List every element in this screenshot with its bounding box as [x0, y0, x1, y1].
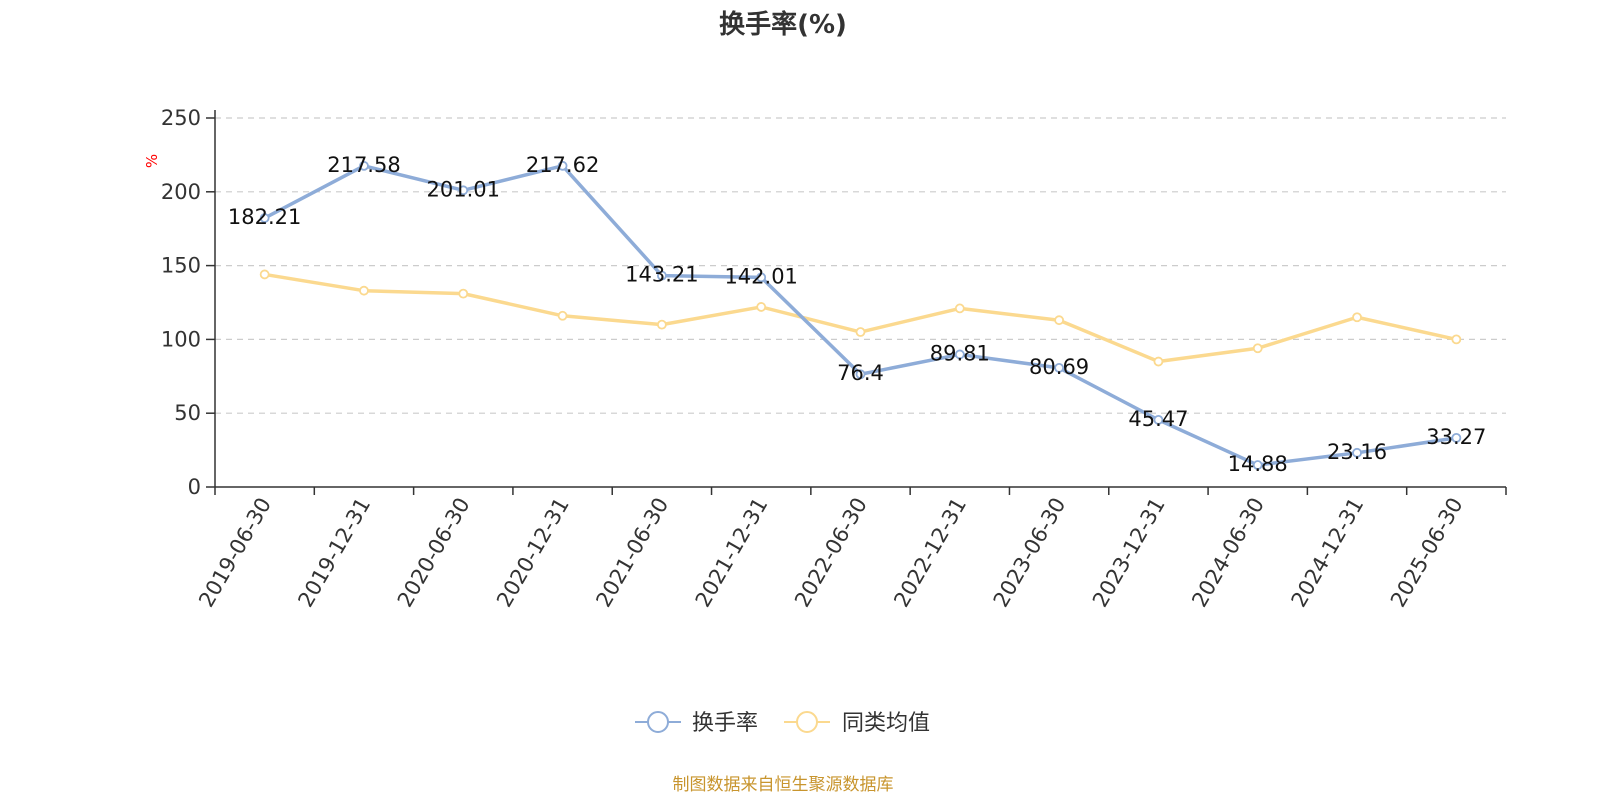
x-tick-label: 2019-06-30	[194, 494, 276, 612]
series-line	[262, 164, 1459, 467]
data-label: 89.81	[930, 341, 990, 365]
x-tick-label: 2022-06-30	[790, 494, 872, 612]
data-label: 76.4	[837, 361, 884, 385]
series-line	[262, 272, 1459, 364]
data-point	[557, 160, 568, 171]
legend[interactable]: 换手率 同类均值	[635, 711, 930, 736]
y-tick-label: 50	[174, 401, 201, 425]
y-axis-unit-label: %	[143, 154, 161, 168]
data-point	[1352, 312, 1362, 323]
x-tick-label: 2021-12-31	[691, 494, 773, 612]
x-tick-label: 2020-06-30	[393, 494, 475, 612]
x-tick-label: 2021-06-30	[591, 494, 673, 612]
data-point	[855, 369, 866, 380]
data-point	[1252, 343, 1263, 354]
data-label: 80.69	[1029, 355, 1089, 379]
y-tick-label: 100	[161, 327, 201, 351]
y-tick-label: 200	[161, 180, 201, 204]
x-tick-label: 2020-12-31	[492, 494, 574, 612]
data-point	[656, 319, 667, 330]
data-label: 143.21	[625, 263, 698, 287]
data-label: 33.27	[1426, 425, 1486, 449]
y-tick-label: 0	[188, 475, 201, 499]
data-point	[359, 160, 369, 171]
x-tick-label: 2024-06-30	[1187, 494, 1269, 612]
data-label: 217.62	[526, 153, 599, 177]
data-point	[259, 213, 270, 223]
data-label: 45.47	[1128, 407, 1188, 431]
x-tick-label: 2019-12-31	[293, 494, 375, 612]
data-point	[954, 303, 965, 314]
data-point	[656, 270, 667, 281]
data-point	[1153, 356, 1164, 367]
data-source-note: 制图数据来自恒生聚源数据库	[673, 775, 894, 795]
data-point	[259, 269, 270, 280]
y-tick-label: 150	[161, 254, 201, 278]
data-point	[458, 185, 469, 196]
data-label: 217.58	[327, 153, 400, 177]
legend-item-label[interactable]: 同类均值	[842, 711, 930, 736]
x-tick-label: 2022-12-31	[889, 493, 971, 611]
data-point	[756, 302, 767, 312]
data-point	[1352, 447, 1362, 458]
data-point	[1451, 432, 1462, 443]
data-label: 182.21	[228, 205, 301, 229]
data-point	[756, 272, 767, 283]
x-tick-label: 2025-06-30	[1386, 494, 1468, 612]
x-tick-label: 2023-12-31	[1088, 494, 1170, 612]
data-point	[1054, 315, 1065, 326]
series-lines	[259, 160, 1462, 470]
legend-marker-icon[interactable]	[796, 711, 818, 733]
data-point	[855, 327, 866, 337]
data-labels: 182.21 217.58 201.01 217.62 143.21 142.01 76.4…	[228, 153, 1486, 476]
data-label: 14.88	[1228, 452, 1288, 476]
data-point	[1153, 414, 1164, 425]
data-point	[458, 288, 469, 299]
data-label: 201.01	[427, 177, 500, 201]
x-tick-label: 2024-12-31	[1287, 494, 1369, 612]
data-label: 23.16	[1327, 440, 1387, 464]
data-point	[1054, 363, 1065, 373]
legend-item-label[interactable]: 换手率	[692, 711, 758, 736]
x-tick-label: 2023-06-30	[989, 494, 1071, 612]
y-tick-label: 250	[161, 106, 201, 130]
data-point	[954, 349, 965, 360]
data-point	[1252, 460, 1263, 470]
legend-marker-icon[interactable]	[647, 711, 669, 733]
chart-title: 换手率(%)	[719, 9, 847, 40]
data-point	[1451, 334, 1462, 345]
data-point	[557, 310, 568, 321]
data-point	[359, 285, 369, 296]
data-label: 142.01	[724, 264, 797, 288]
